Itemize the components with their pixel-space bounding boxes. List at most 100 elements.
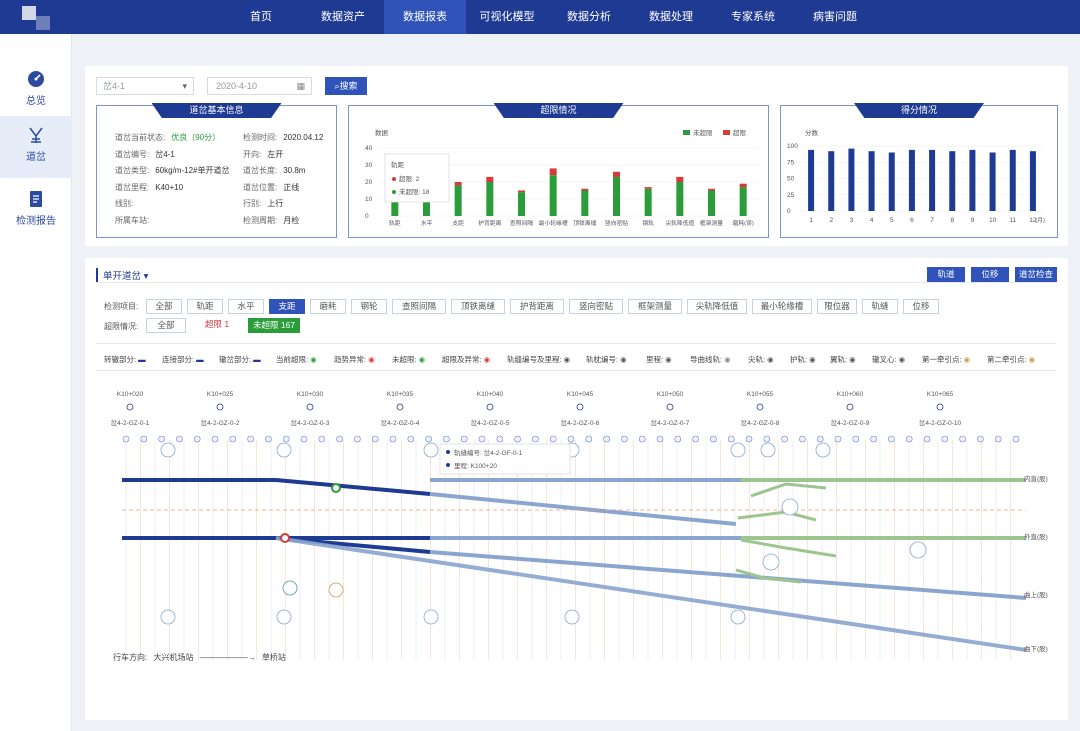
- x-tick-label: 8: [950, 217, 954, 224]
- y-tick-label: 10: [365, 196, 373, 203]
- tooltip-normal: 未超限: 18: [399, 187, 430, 196]
- switch-machine-icon: [815, 442, 831, 458]
- sleeper-marker-icon: [745, 435, 753, 443]
- rail-curve-upper: [429, 550, 1027, 600]
- detect-item-tab[interactable]: 框架测量: [628, 299, 682, 314]
- legend-item: 轨枕编号: ◉: [586, 355, 627, 364]
- sleeper-marker-icon: [923, 435, 931, 443]
- x-tick-label: 3: [850, 217, 854, 224]
- sidebar-item-label: 道岔: [26, 152, 46, 163]
- bar-normal: [486, 182, 494, 216]
- date-input[interactable]: 2020-4-10 ▦: [207, 77, 312, 95]
- rail-label: 外直(股): [1024, 532, 1048, 541]
- bar-over: [518, 190, 525, 193]
- y-tick-label: 30: [365, 162, 373, 169]
- legend-swatch: [723, 130, 730, 135]
- section-title[interactable]: 单开道岔 ▾: [96, 268, 148, 282]
- switch-machine-icon: [276, 609, 292, 625]
- detect-item-tab[interactable]: 轨距: [187, 299, 223, 314]
- sleeper-marker-icon: [514, 435, 521, 443]
- status-filter-tab[interactable]: 全部: [146, 318, 186, 333]
- sleeper-marker-icon: [905, 435, 913, 443]
- detect-item-tab[interactable]: 全部: [146, 299, 182, 314]
- legend-marker-icon: ▬: [136, 355, 146, 364]
- normal-point-icon: [331, 483, 341, 493]
- sleeper-marker-icon: [638, 435, 646, 443]
- score-bar: [969, 149, 976, 211]
- turnout-track-diagram[interactable]: K10+020 岔4-2-GZ-0-1 K10+025 岔4-2-GZ-0-2 K10+…: [96, 380, 1056, 680]
- score-chart-card: 得分情况 分数 0 25 50 75 100 1 2 3 4 5 6 7 8 9 10 11 12 (月): [780, 103, 1058, 238]
- info-row: 行别: 上行: [243, 199, 284, 208]
- mileage-label: K10+020: [117, 391, 144, 398]
- sidebar-item-report[interactable]: 检测报告: [0, 180, 72, 242]
- nav-item[interactable]: 首页: [250, 11, 272, 23]
- x-tick-label: 1: [809, 217, 813, 224]
- bar-normal: [518, 192, 525, 216]
- score-bar: [828, 151, 835, 211]
- detect-item-tab[interactable]: 竖向密贴: [569, 299, 623, 314]
- detect-item-tab[interactable]: 支距: [269, 299, 305, 314]
- legend-marker-icon: ▬: [194, 355, 204, 364]
- detect-item-tab[interactable]: 位移: [903, 299, 939, 314]
- legend-item: 护轨: ◉: [790, 355, 816, 364]
- report-icon: [30, 191, 42, 207]
- nav-item[interactable]: 专家系统: [731, 11, 775, 23]
- legend-item: 超限及异常: ◉: [442, 355, 491, 364]
- x-tick-label: 4: [870, 217, 874, 224]
- x-tick-label: 12: [1029, 217, 1037, 224]
- x-tick-label: 11: [1009, 217, 1016, 224]
- nav-item[interactable]: 可视化模型: [479, 11, 535, 23]
- rail-curve-lower: [275, 536, 1027, 652]
- joint-label: 岔4-2-GZ-0-7: [651, 418, 690, 427]
- wing-rail-icon: [909, 541, 927, 559]
- nav-item[interactable]: 病害问题: [813, 11, 857, 23]
- legend-marker-icon: ◉: [481, 355, 491, 364]
- detect-item-tab[interactable]: 水平: [228, 299, 264, 314]
- toolbar-button[interactable]: 道岔检查: [1015, 267, 1057, 282]
- switch-icon: [423, 609, 439, 625]
- y-tick-label: 40: [365, 145, 373, 152]
- x-tick-label: 顶铁离缝: [573, 219, 596, 227]
- sidebar-item-label: 总览: [26, 96, 46, 107]
- detect-item-tab[interactable]: 钢轮: [351, 299, 387, 314]
- nav-item[interactable]: 数据处理: [649, 11, 693, 23]
- detect-item-tab[interactable]: 限位器: [817, 299, 857, 314]
- detect-item-tab[interactable]: 最小轮缘槽: [752, 299, 812, 314]
- sleeper-marker-icon: [158, 435, 165, 443]
- toolbar-button[interactable]: 位移: [971, 267, 1009, 282]
- direction-indicator: 行车方向: 大兴机场站 ——————→ 草桥站: [113, 653, 286, 662]
- sleeper-marker-icon: [140, 435, 148, 443]
- detect-item-tab[interactable]: 磨耗: [310, 299, 346, 314]
- nav-item[interactable]: 数据资产: [321, 11, 365, 23]
- detect-item-tab[interactable]: 护背距离: [510, 299, 564, 314]
- info-row: 道岔类型: 60kg/m-12#单开道岔: [115, 166, 230, 175]
- legend-marker-icon: ◉: [807, 355, 816, 364]
- y-axis-label: 数据: [375, 128, 389, 137]
- mileage-label: K10+030: [297, 391, 324, 398]
- legend-marker-icon: ▬: [251, 355, 261, 364]
- detect-item-tab[interactable]: 顶铁离缝: [451, 299, 505, 314]
- status-filter-tab[interactable]: 未超限 167: [248, 318, 300, 333]
- mileage-label: K10+025: [207, 391, 234, 398]
- search-button[interactable]: ⌕搜索: [325, 77, 367, 95]
- nav-item[interactable]: 数据报表: [384, 0, 466, 34]
- detect-item-tab[interactable]: 尖轨降低值: [687, 299, 747, 314]
- sidebar-item-turnout[interactable]: 道岔: [0, 116, 72, 178]
- turnout-detail-panel: [85, 258, 1068, 720]
- chevron-down-icon: ▾: [143, 271, 149, 282]
- sleeper-marker-icon: [336, 435, 343, 443]
- joint-marker-icon: [486, 403, 494, 411]
- sidebar-item-overview[interactable]: 总览: [0, 60, 72, 122]
- y-tick-label: 0: [365, 213, 369, 220]
- search-icon: ⌕: [334, 81, 340, 91]
- detect-item-tab[interactable]: 查照间隔: [392, 299, 446, 314]
- toolbar-button[interactable]: 轨道: [927, 267, 965, 282]
- divider: [96, 282, 1056, 283]
- detect-item-tab[interactable]: 轨缝: [862, 299, 898, 314]
- status-filter-tab[interactable]: 超限 1: [194, 318, 240, 333]
- nav-item[interactable]: 数据分析: [567, 11, 611, 23]
- sleeper-marker-icon: [603, 435, 610, 443]
- turnout-select[interactable]: 岔4-1 ▾: [96, 77, 194, 95]
- x-tick-label: 轨距: [389, 219, 401, 227]
- switch-icon: [423, 442, 439, 458]
